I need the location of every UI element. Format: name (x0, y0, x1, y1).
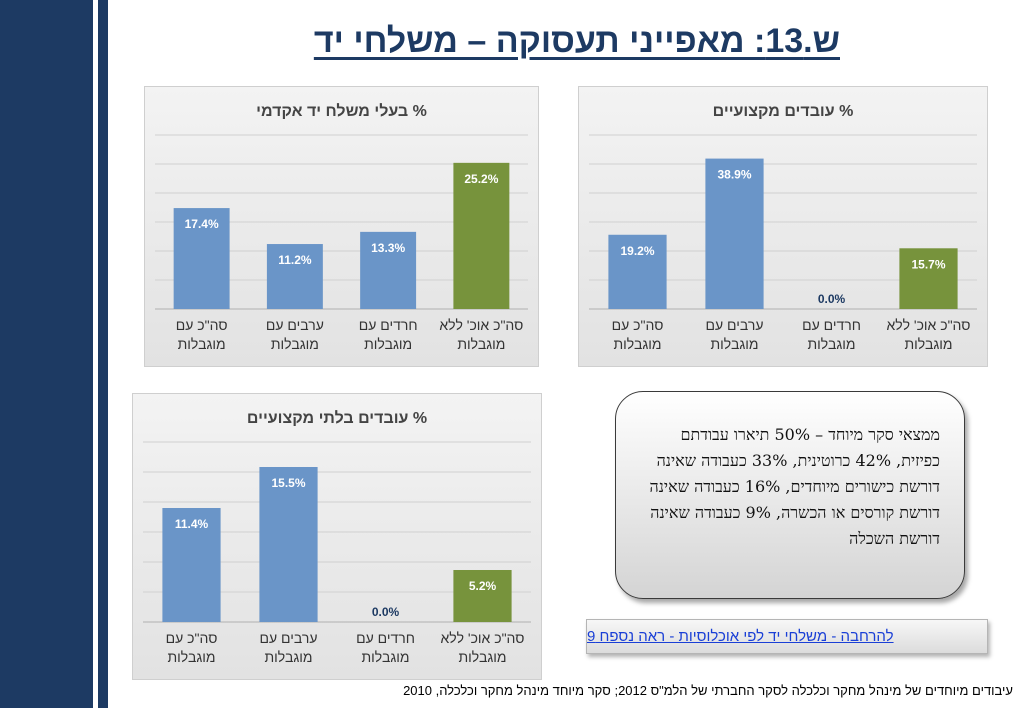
chart-academic-occupations: % בעלי משלח יד אקדמי 17.4% סה"כ עם מוגבלות 1… (144, 86, 539, 367)
callout-text: ממצאי סקר מיוחד – 50% תיארו עבודתם כפיזי… (649, 425, 940, 548)
chart-category-label: ערבים עם (266, 317, 324, 333)
left-decorative-stripe (98, 0, 108, 708)
chart-category-label: חרדים עם (356, 630, 415, 646)
chart-professional-workers: % עובדים מקצועיים 19.2% סה"כ עם מוגבלות 38.9… (578, 86, 988, 367)
chart-category-label: מוגבלות (459, 649, 507, 665)
chart-category-label: מוגבלות (362, 649, 410, 665)
chart-category-label: מוגבלות (711, 336, 759, 352)
chart-category-label: סה"כ עם (176, 317, 228, 333)
chart-category-label: מוגבלות (808, 336, 856, 352)
chart-unskilled-workers: % עובדים בלתי מקצועיים 11.4% סה"כ עם מוגבלו… (132, 393, 542, 680)
chart-category-label: סה"כ עם (612, 317, 664, 333)
left-decorative-band (0, 0, 93, 708)
chart-category-label: מוגבלות (457, 336, 505, 352)
chart-data-label: 13.3% (371, 241, 405, 255)
chart-category-label: מוגבלות (905, 336, 953, 352)
chart-data-label: 5.2% (469, 579, 497, 593)
chart-data-label: 25.2% (464, 172, 498, 186)
chart-category-label: סה"כ אוכ' ללא (439, 317, 523, 333)
chart-category-label: סה"כ עם (166, 630, 218, 646)
chart-category-label: חרדים עם (359, 317, 418, 333)
chart-bar (266, 244, 323, 309)
chart-bar (162, 508, 221, 622)
chart-bar (705, 158, 764, 309)
appendix-link-box: להרחבה - משלחי יד לפי אוכלוסיות - ראה נס… (586, 619, 988, 654)
chart-category-label: סה"כ אוכ' ללא (441, 630, 525, 646)
chart-bar (899, 248, 958, 309)
chart-category-label: סה"כ אוכ' ללא (887, 317, 971, 333)
chart-bar (608, 234, 667, 309)
survey-findings-callout: ממצאי סקר מיוחד – 50% תיארו עבודתם כפיזי… (615, 391, 965, 599)
chart-data-label: 11.4% (175, 517, 209, 531)
chart-data-label: 0.0% (372, 605, 400, 619)
chart-title: % בעלי משלח יד אקדמי (256, 102, 427, 120)
appendix-link[interactable]: להרחבה - משלחי יד לפי אוכלוסיות - ראה נס… (587, 628, 894, 645)
chart-data-label: 38.9% (717, 168, 751, 182)
chart-bar (360, 231, 417, 309)
chart-title: % עובדים מקצועיים (713, 103, 854, 120)
chart-academic-occupations-svg: % בעלי משלח יד אקדמי 17.4% סה"כ עם מוגבלות 1… (155, 102, 528, 352)
chart-data-label: 11.2% (278, 253, 312, 267)
chart-category-label: ערבים עם (706, 317, 764, 333)
chart-data-label: 0.0% (818, 292, 846, 306)
chart-category-label: חרדים עם (802, 317, 861, 333)
chart-bar (453, 570, 512, 622)
chart-category-label: מוגבלות (168, 649, 216, 665)
chart-category-label: מוגבלות (614, 336, 662, 352)
chart-bar (173, 208, 230, 309)
chart-data-label: 19.2% (620, 244, 654, 258)
chart-category-label: מוגבלות (265, 649, 313, 665)
chart-category-label: מוגבלות (178, 336, 226, 352)
chart-category-label: ערבים עם (260, 630, 318, 646)
chart-title: % עובדים בלתי מקצועיים (247, 409, 427, 427)
chart-professional-workers-svg: % עובדים מקצועיים 19.2% סה"כ עם מוגבלות 38.9… (589, 103, 977, 352)
page-title: ש.13: מאפייני תעסוקה – משלחי יד (313, 22, 840, 60)
source-footnote: עיבודים מיוחדים של מינהל מחקר וכלכלה לסק… (403, 683, 1013, 698)
chart-data-label: 15.5% (271, 476, 305, 490)
chart-bar (453, 162, 510, 309)
chart-category-label: מוגבלות (271, 336, 319, 352)
chart-unskilled-workers-svg: % עובדים בלתי מקצועיים 11.4% סה"כ עם מוגבלו… (143, 409, 531, 665)
chart-data-label: 15.7% (911, 257, 945, 271)
chart-category-label: מוגבלות (364, 336, 412, 352)
chart-bar (259, 467, 318, 622)
chart-data-label: 17.4% (185, 217, 219, 231)
